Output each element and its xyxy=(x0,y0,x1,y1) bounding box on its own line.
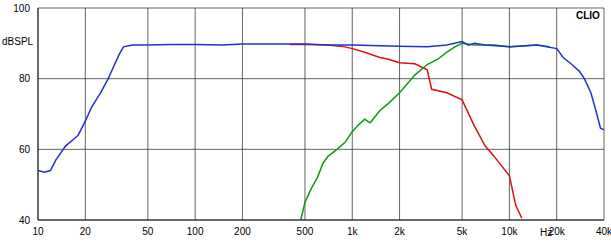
svg-text:80: 80 xyxy=(19,73,31,84)
svg-text:2k: 2k xyxy=(394,226,406,237)
svg-text:1k: 1k xyxy=(347,226,359,237)
svg-text:10k: 10k xyxy=(501,226,518,237)
svg-text:200: 200 xyxy=(234,226,251,237)
svg-text:20: 20 xyxy=(80,226,92,237)
svg-text:40k: 40k xyxy=(596,226,603,237)
svg-text:500: 500 xyxy=(297,226,314,237)
svg-text:100: 100 xyxy=(13,3,30,14)
svg-text:5k: 5k xyxy=(457,226,469,237)
svg-text:100: 100 xyxy=(187,226,204,237)
svg-text:10: 10 xyxy=(32,226,44,237)
svg-text:50: 50 xyxy=(142,226,154,237)
svg-text:60: 60 xyxy=(19,144,31,155)
svg-text:40: 40 xyxy=(19,215,31,226)
